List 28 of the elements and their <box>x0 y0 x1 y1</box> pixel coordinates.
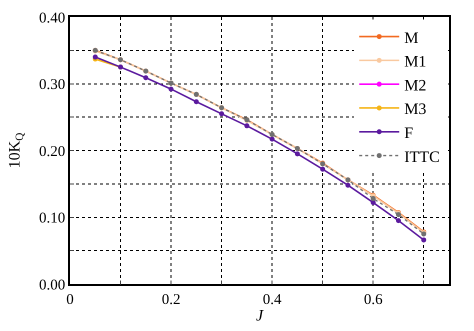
legend-label: M3 <box>404 101 426 118</box>
x-tick-label: 0.4 <box>262 292 282 308</box>
point <box>320 166 326 172</box>
point <box>244 123 250 128</box>
y-tick-label: 0.30 <box>39 77 66 93</box>
x-tick-label: 0.2 <box>162 292 180 308</box>
x-tick-label: 0.6 <box>364 292 384 308</box>
point <box>370 196 376 202</box>
legend-label: M <box>404 30 418 47</box>
y-tick-label: 0.40 <box>39 10 66 26</box>
point <box>194 99 199 104</box>
legend-label: M2 <box>404 77 426 94</box>
x-tick-label: 0 <box>66 292 74 308</box>
y-tick-label: 0.20 <box>39 144 66 160</box>
point <box>219 111 224 116</box>
x-axis-title: J <box>256 308 264 325</box>
point <box>294 151 300 156</box>
y-tick-label: 0.00 <box>39 277 66 294</box>
legend-label: F <box>404 125 414 142</box>
point <box>396 218 401 224</box>
legend-label: ITTC <box>404 148 440 166</box>
point <box>270 136 275 142</box>
y-tick-label: 0.10 <box>39 210 66 226</box>
point <box>143 75 148 80</box>
point <box>168 86 174 92</box>
point <box>345 182 350 188</box>
point <box>421 237 426 242</box>
legend-label: M1 <box>404 54 426 71</box>
